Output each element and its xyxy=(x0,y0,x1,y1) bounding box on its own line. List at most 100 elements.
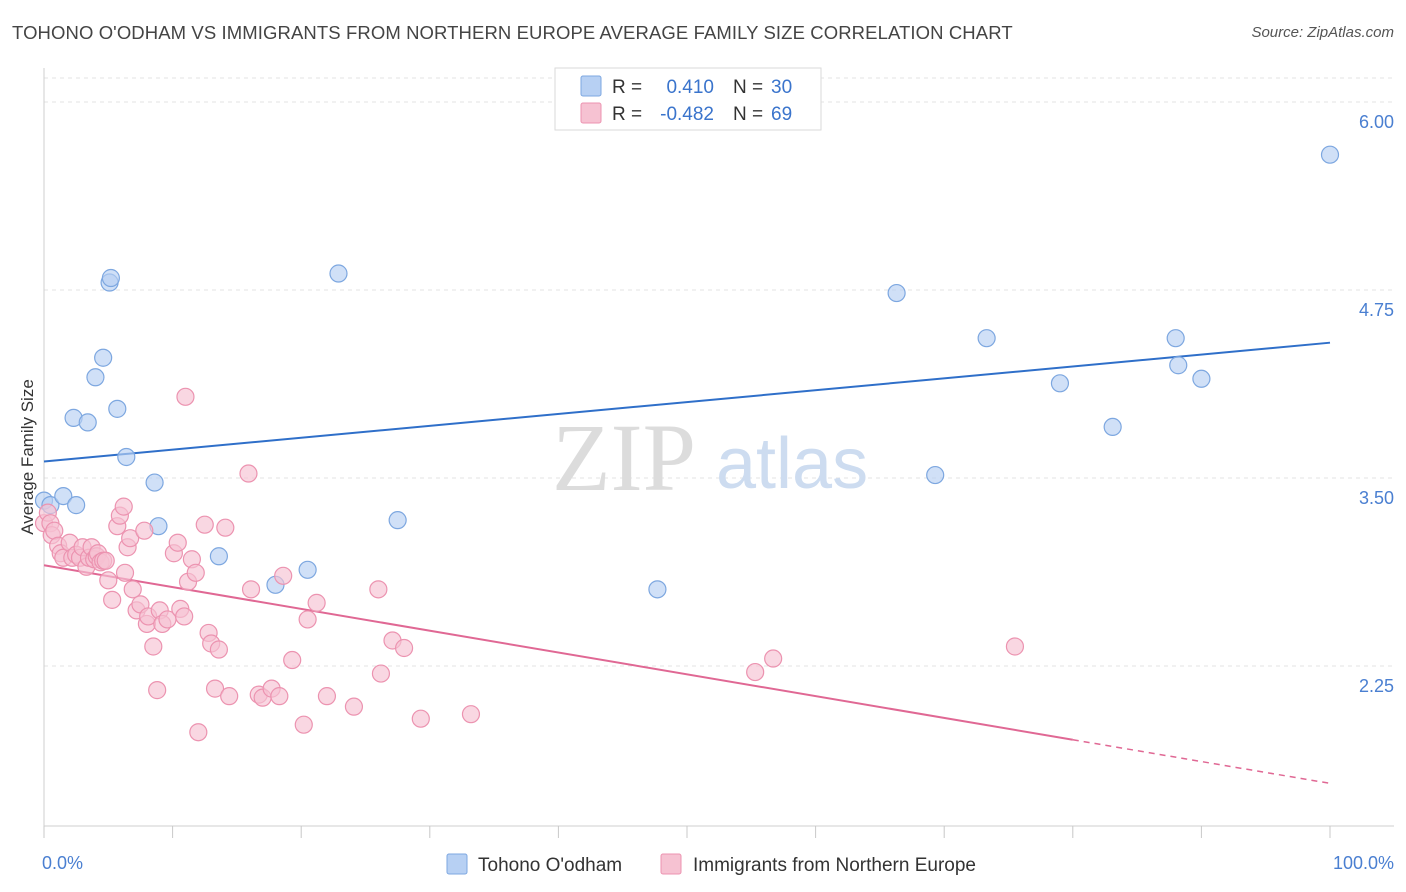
legend-r-label-blue: R = xyxy=(612,77,642,98)
data-point-pink-70 xyxy=(371,664,391,683)
trend-line-extension-pink xyxy=(1072,739,1331,785)
chart-title: TOHONO O'ODHAM VS IMMIGRANTS FROM NORTHE… xyxy=(12,22,1013,43)
data-point-blue-2 xyxy=(54,486,73,506)
data-point-blue-22 xyxy=(977,329,996,348)
data-point-blue-19 xyxy=(648,580,667,599)
data-point-pink-57 xyxy=(241,580,261,599)
data-point-pink-65 xyxy=(298,610,317,629)
data-point-blue-9 xyxy=(101,268,120,288)
data-point-pink-62 xyxy=(274,566,293,585)
data-point-pink-44 xyxy=(175,607,194,626)
watermark-zip: ZIP xyxy=(552,404,696,511)
data-point-pink-30 xyxy=(123,580,142,599)
y-axis-title: Average Family Size xyxy=(18,379,37,535)
legend-n-value-pink: 69 xyxy=(771,104,792,125)
data-point-pink-21 xyxy=(96,551,115,570)
data-point-blue-16 xyxy=(298,560,317,579)
x-tick-label-max: 100.0% xyxy=(1333,853,1394,873)
data-point-pink-42 xyxy=(168,533,187,552)
data-point-pink-74 xyxy=(461,705,481,724)
data-point-pink-61 xyxy=(270,687,289,706)
legend-r-label-pink: R = xyxy=(612,104,642,125)
data-point-pink-55 xyxy=(220,687,239,706)
data-point-pink-64 xyxy=(294,715,313,734)
legend-n-label-pink: N = xyxy=(733,104,763,125)
data-point-pink-78 xyxy=(189,723,208,742)
data-point-pink-56 xyxy=(239,464,258,483)
data-point-blue-26 xyxy=(1169,356,1188,375)
data-point-pink-37 xyxy=(148,681,167,700)
data-point-pink-69 xyxy=(369,580,388,599)
bottom-legend: Tohono O'odham Immigrants from Northern … xyxy=(446,853,976,876)
y-tick-label-1: 3.50 xyxy=(1359,488,1394,508)
y-tick-label-2: 4.75 xyxy=(1359,300,1394,320)
data-point-blue-18 xyxy=(388,511,407,530)
data-point-pink-45 xyxy=(176,387,195,406)
watermark: ZIP atlas xyxy=(552,404,868,511)
bottom-legend-swatch-pink xyxy=(660,853,682,875)
bottom-legend-label-blue: Tohono O'odham xyxy=(478,855,622,876)
trend-layer xyxy=(43,341,1331,785)
legend: R = 0.410 N = 30 R = -0.482 N = 69 xyxy=(554,67,822,131)
legend-r-value-pink: -0.482 xyxy=(660,104,714,125)
data-point-pink-72 xyxy=(394,638,414,658)
data-point-pink-33 xyxy=(135,521,154,540)
y-tick-label-0: 2.25 xyxy=(1359,676,1394,696)
data-point-pink-75 xyxy=(746,662,765,682)
data-point-blue-25 xyxy=(1166,329,1185,348)
data-point-blue-23 xyxy=(1050,374,1070,393)
data-point-pink-66 xyxy=(307,593,326,612)
data-point-blue-17 xyxy=(329,264,348,283)
data-point-blue-27 xyxy=(1192,369,1211,388)
trend-line-pink xyxy=(43,564,1073,741)
bottom-legend-swatch-blue xyxy=(446,853,468,875)
data-point-blue-28 xyxy=(1320,145,1340,164)
data-point-blue-24 xyxy=(1103,417,1122,437)
data-point-pink-73 xyxy=(411,709,430,728)
data-point-pink-29 xyxy=(121,529,140,548)
data-point-pink-67 xyxy=(317,687,337,706)
data-point-pink-23 xyxy=(103,590,122,609)
y-tick-label-layer: 2.25 3.50 4.75 6.00 xyxy=(1359,112,1394,696)
data-point-blue-12 xyxy=(145,473,164,492)
points-layer xyxy=(34,145,1340,742)
data-point-pink-76 xyxy=(764,649,783,668)
data-point-pink-48 xyxy=(186,563,205,582)
legend-n-label-blue: N = xyxy=(733,77,763,98)
data-point-blue-6 xyxy=(86,368,105,387)
data-point-pink-53 xyxy=(209,640,228,659)
chart-source: Source: ZipAtlas.com xyxy=(1251,24,1394,41)
data-point-pink-26 xyxy=(114,497,133,516)
data-point-pink-54 xyxy=(216,518,235,537)
trend-line-blue xyxy=(43,341,1331,463)
data-point-pink-22 xyxy=(99,571,118,590)
data-point-blue-3 xyxy=(67,496,86,515)
x-tick-label-min: 0.0% xyxy=(42,853,83,873)
data-point-pink-77 xyxy=(1005,637,1025,656)
data-point-blue-11 xyxy=(117,447,136,467)
data-point-pink-27 xyxy=(115,563,135,582)
data-point-pink-52 xyxy=(205,679,225,698)
data-point-pink-68 xyxy=(344,697,364,716)
legend-swatch-pink xyxy=(580,102,602,124)
data-point-blue-14 xyxy=(209,547,228,566)
y-tick-label-3: 6.00 xyxy=(1359,112,1394,132)
legend-r-value-blue: 0.410 xyxy=(666,77,714,98)
data-point-blue-7 xyxy=(94,348,113,367)
grid-layer xyxy=(44,77,1394,667)
bottom-legend-label-pink: Immigrants from Northern Europe xyxy=(693,855,976,876)
data-point-pink-49 xyxy=(195,515,214,534)
data-point-pink-63 xyxy=(283,650,302,670)
data-point-blue-5 xyxy=(78,413,97,432)
data-point-pink-36 xyxy=(144,637,163,656)
data-point-blue-21 xyxy=(926,465,945,485)
watermark-atlas: atlas xyxy=(716,424,868,504)
legend-n-value-blue: 30 xyxy=(771,77,792,98)
axis-layer xyxy=(43,68,1394,827)
data-point-blue-20 xyxy=(887,283,906,303)
x-tick-layer xyxy=(43,826,1331,838)
data-point-pink-4 xyxy=(45,521,64,540)
legend-swatch-blue xyxy=(580,75,602,97)
data-point-blue-10 xyxy=(108,399,127,418)
